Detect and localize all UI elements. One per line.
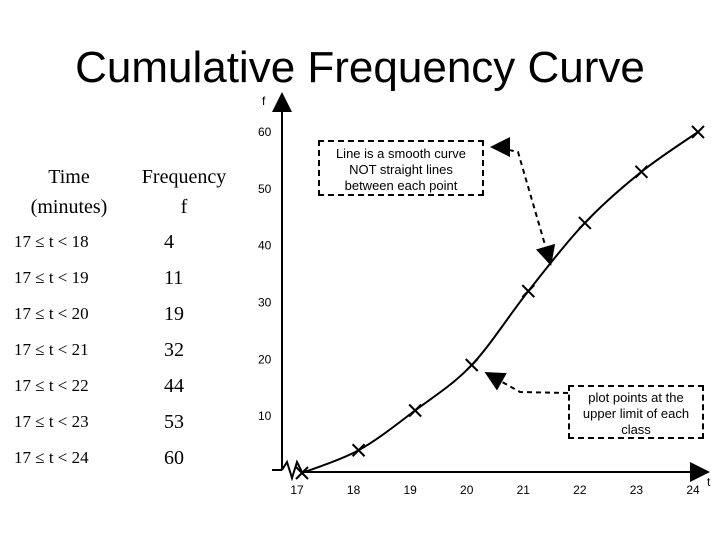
- chart-axes: [272, 92, 710, 482]
- axis-break-zigzag: [281, 459, 303, 482]
- x-tick-label: 18: [347, 483, 361, 497]
- table-row: 17 ≤ t < 21 32: [14, 332, 244, 368]
- frequency-header-line1: Frequency: [141, 166, 227, 188]
- time-cell: 17 ≤ t < 20: [14, 304, 89, 323]
- y-tick-label: 40: [258, 239, 272, 253]
- page-title: Cumulative Frequency Curve: [75, 43, 645, 92]
- curve-note-arrow: [499, 147, 556, 266]
- frequency-cell: 11: [164, 266, 184, 289]
- cross-stroke: [578, 216, 592, 230]
- x-tick-label: 24: [686, 483, 700, 497]
- frequency-cell: 19: [164, 302, 184, 325]
- data-point-cross: [465, 358, 479, 372]
- x-tick-label: 20: [460, 483, 474, 497]
- x-tick-label: 17: [290, 483, 304, 497]
- frequency-cell: 32: [164, 338, 184, 361]
- time-cell: 17 ≤ t < 22: [14, 376, 89, 395]
- y-tick-label: 30: [258, 296, 272, 310]
- table-header-row: Time (minutes) Frequency f: [14, 160, 244, 224]
- data-point-cross: [351, 443, 366, 457]
- cross-stroke: [634, 165, 649, 179]
- table-row: 17 ≤ t < 22 44: [14, 368, 244, 404]
- y-tick-label: 50: [258, 182, 272, 196]
- time-cell: 17 ≤ t < 18: [14, 232, 89, 251]
- table-row: 17 ≤ t < 24 60: [14, 440, 244, 476]
- time-header-line1: Time: [48, 166, 90, 188]
- time-cell: 17 ≤ t < 21: [14, 340, 89, 359]
- frequency-cell: 44: [164, 374, 184, 397]
- curve-note-line: Line is a smooth curve: [335, 146, 467, 161]
- data-point-cross: [295, 466, 309, 480]
- data-point-cross: [578, 216, 592, 230]
- data-point-cross: [408, 403, 422, 418]
- annotation-arrows: [484, 137, 569, 394]
- plot-note-arrow: [484, 372, 569, 394]
- time-cell: 17 ≤ t < 24: [14, 448, 89, 467]
- cross-stroke: [295, 466, 309, 480]
- frequency-cell: 60: [164, 446, 184, 469]
- cross-stroke: [691, 125, 705, 139]
- x-tick-label: 19: [403, 483, 417, 497]
- smooth-curve-note: Line is a smooth curve NOT straight line…: [318, 140, 484, 196]
- frequency-header: Frequency f: [124, 160, 244, 224]
- x-axis-label: t: [707, 475, 711, 489]
- cross-stroke: [351, 443, 366, 457]
- plot-points-note: plot points at the upper limit of each c…: [568, 385, 704, 439]
- cross-stroke: [408, 403, 422, 418]
- chart-tick-labels: 17 18 19 20 21 22 23 24 10 20 30 40 50 60 f t: [258, 94, 711, 497]
- y-tick-label: 20: [258, 352, 272, 366]
- data-point-cross: [634, 165, 649, 179]
- time-header-line2: (minutes): [30, 196, 108, 218]
- table-row: 17 ≤ t < 23 53: [14, 404, 244, 440]
- plot-note-line: class: [621, 422, 651, 437]
- chart-points: [295, 125, 705, 480]
- x-tick-label: 23: [630, 483, 644, 497]
- y-axis-label: f: [262, 94, 266, 108]
- cross-stroke: [465, 358, 479, 372]
- time-cell: 17 ≤ t < 19: [14, 268, 89, 287]
- cross-stroke: [521, 284, 535, 298]
- table-row: 17 ≤ t < 20 19: [14, 296, 244, 332]
- frequency-table: Time (minutes) Frequency f 17 ≤ t < 18 4…: [14, 160, 244, 476]
- frequency-cell: 53: [164, 410, 184, 433]
- table-row: 17 ≤ t < 19 11: [14, 260, 244, 296]
- data-point-cross: [691, 125, 705, 139]
- plot-note-line: upper limit of each: [582, 406, 690, 421]
- time-header: Time (minutes): [14, 160, 124, 224]
- x-tick-label: 22: [573, 483, 587, 497]
- y-tick-label: 10: [258, 409, 272, 423]
- y-tick-label: 60: [258, 125, 272, 139]
- frequency-header-line2: f: [180, 196, 188, 218]
- time-cell: 17 ≤ t < 23: [14, 412, 89, 431]
- plot-note-line: plot points at the: [588, 390, 684, 405]
- table-row: 17 ≤ t < 18 4: [14, 224, 244, 260]
- data-point-cross: [521, 284, 535, 298]
- frequency-cell: 4: [164, 230, 174, 253]
- x-tick-label: 21: [517, 483, 531, 497]
- curve-note-line: between each point: [344, 178, 458, 193]
- curve-note-line: NOT straight lines: [349, 162, 453, 177]
